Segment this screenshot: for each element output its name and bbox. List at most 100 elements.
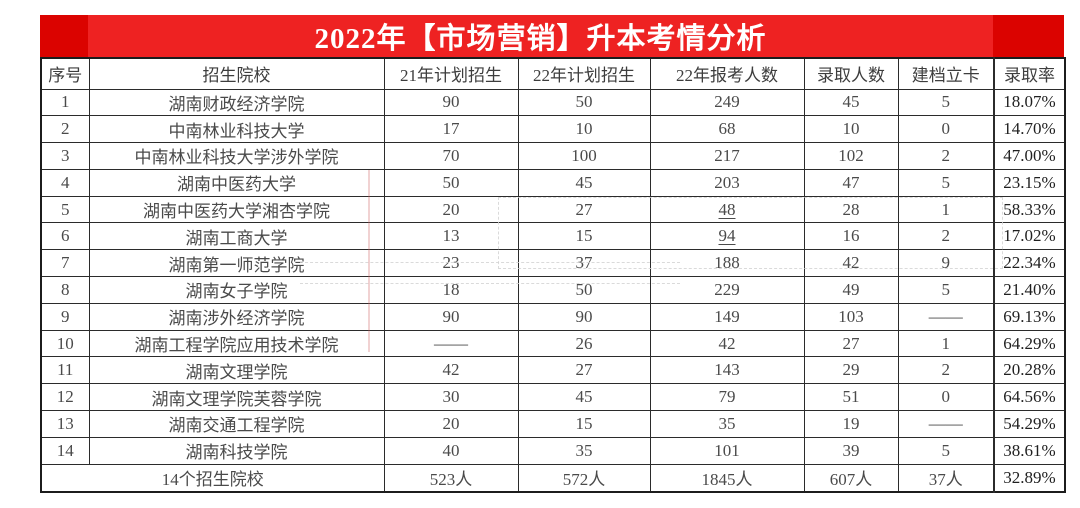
cell-school: 湖南中医药大学 [88, 168, 385, 197]
cell-school: 湖南科技学院 [88, 436, 385, 465]
cell-adm: 29 [803, 356, 899, 385]
cell-jdlk: 0 [897, 383, 995, 412]
title-bar-left-pad [40, 15, 88, 57]
cell-num: 7 [40, 249, 90, 278]
cell-adm: 27 [803, 329, 899, 358]
total-row: 14个招生院校 523人 572人 1845人 607人 37人 32.89% [40, 463, 1066, 493]
cell-school: 湖南文理学院芙蓉学院 [88, 383, 385, 412]
cell-jdlk: —— [897, 410, 995, 438]
cell-plan22: 90 [517, 302, 651, 331]
table-row: 7 湖南第一师范学院 23 37 188 42 9 22.34% [40, 249, 1066, 278]
cell-plan22: 15 [517, 222, 651, 251]
cell-num: 11 [40, 356, 90, 385]
cell-rate: 64.29% [993, 329, 1066, 358]
cell-app22: 35 [649, 410, 805, 438]
cell-plan21: 70 [383, 142, 519, 170]
cell-plan21: 17 [383, 115, 519, 144]
column-header-7: 录取率 [993, 57, 1066, 90]
cell-plan22: 27 [517, 356, 651, 385]
cell-plan21: 50 [383, 168, 519, 197]
cell-plan21: 30 [383, 383, 519, 412]
header-row: 序号 招生院校 21年计划招生 22年计划招生 22年报考人数 录取人数 建档立卡 录取率 [40, 57, 1066, 90]
title-bar: 2022年【市场营销】升本考情分析 [40, 15, 1064, 57]
cell-num: 6 [40, 222, 90, 251]
table-row: 14 湖南科技学院 40 35 101 39 5 38.61% [40, 436, 1066, 465]
cell-num: 14 [40, 436, 90, 465]
cell-plan21: 42 [383, 356, 519, 385]
cell-rate: 64.56% [993, 383, 1066, 412]
cell-num: 4 [40, 168, 90, 197]
table-row: 5 湖南中医药大学湘杏学院 20 27 48 28 1 58.33% [40, 195, 1066, 224]
cell-jdlk: 2 [897, 356, 995, 385]
table-row: 6 湖南工商大学 13 15 94 16 2 17.02% [40, 222, 1066, 251]
cell-plan21: 13 [383, 222, 519, 251]
cell-plan22: 26 [517, 329, 651, 358]
cell-school: 中南林业科技大学 [88, 115, 385, 144]
cell-num: 9 [40, 302, 90, 331]
cell-jdlk: 0 [897, 115, 995, 144]
cell-num: 1 [40, 88, 90, 117]
cell-plan22: 45 [517, 383, 651, 412]
column-header-3: 22年计划招生 [517, 57, 651, 90]
cell-plan21: 90 [383, 302, 519, 331]
cell-app22: 48 [649, 195, 805, 224]
cell-school: 中南林业科技大学涉外学院 [88, 142, 385, 170]
table-row: 3 中南林业科技大学涉外学院 70 100 217 102 2 47.00% [40, 142, 1066, 170]
cell-plan22: 50 [517, 88, 651, 117]
cell-school: 湖南交通工程学院 [88, 410, 385, 438]
cell-school: 湖南女子学院 [88, 276, 385, 304]
cell-plan22: 45 [517, 168, 651, 197]
total-rate: 32.89% [993, 463, 1066, 493]
cell-plan21: 20 [383, 410, 519, 438]
cell-app22: 143 [649, 356, 805, 385]
column-header-0: 序号 [40, 57, 90, 90]
cell-jdlk: 1 [897, 329, 995, 358]
cell-plan21: 90 [383, 88, 519, 117]
cell-rate: 20.28% [993, 356, 1066, 385]
cell-rate: 38.61% [993, 436, 1066, 465]
cell-rate: 14.70% [993, 115, 1066, 144]
cell-plan22: 15 [517, 410, 651, 438]
cell-num: 2 [40, 115, 90, 144]
cell-school: 湖南文理学院 [88, 356, 385, 385]
cell-num: 5 [40, 195, 90, 224]
cell-jdlk: 1 [897, 195, 995, 224]
cell-rate: 17.02% [993, 222, 1066, 251]
cell-app22: 217 [649, 142, 805, 170]
column-header-5: 录取人数 [803, 57, 899, 90]
cell-app22: 68 [649, 115, 805, 144]
cell-app22: 42 [649, 329, 805, 358]
cell-jdlk: 5 [897, 88, 995, 117]
cell-adm: 45 [803, 88, 899, 117]
cell-jdlk: 2 [897, 142, 995, 170]
total-app22: 1845人 [649, 463, 805, 493]
cell-rate: 22.34% [993, 249, 1066, 278]
cell-plan21: 23 [383, 249, 519, 278]
cell-app22: 249 [649, 88, 805, 117]
analysis-sheet: 2022年【市场营销】升本考情分析 序号 招生院校 21年计划招生 22年计划招生 22… [40, 15, 1066, 494]
table-row: 2 中南林业科技大学 17 10 68 10 0 14.70% [40, 115, 1066, 144]
cell-num: 13 [40, 410, 90, 438]
title-bar-right-pad [993, 15, 1064, 57]
table-row: 11 湖南文理学院 42 27 143 29 2 20.28% [40, 356, 1066, 385]
cell-rate: 47.00% [993, 142, 1066, 170]
cell-rate: 23.15% [993, 168, 1066, 197]
cell-rate: 69.13% [993, 302, 1066, 331]
cell-rate: 54.29% [993, 410, 1066, 438]
cell-plan22: 35 [517, 436, 651, 465]
cell-plan21: —— [383, 329, 519, 358]
cell-jdlk: 2 [897, 222, 995, 251]
column-header-4: 22年报考人数 [649, 57, 805, 90]
cell-rate: 18.07% [993, 88, 1066, 117]
table-row: 1 湖南财政经济学院 90 50 249 45 5 18.07% [40, 88, 1066, 117]
cell-adm: 102 [803, 142, 899, 170]
table-row: 9 湖南涉外经济学院 90 90 149 103 —— 69.13% [40, 302, 1066, 331]
cell-app22: 229 [649, 276, 805, 304]
cell-school: 湖南财政经济学院 [88, 88, 385, 117]
cell-plan22: 37 [517, 249, 651, 278]
cell-adm: 28 [803, 195, 899, 224]
cell-plan22: 50 [517, 276, 651, 304]
cell-jdlk: 5 [897, 436, 995, 465]
cell-adm: 16 [803, 222, 899, 251]
cell-adm: 10 [803, 115, 899, 144]
